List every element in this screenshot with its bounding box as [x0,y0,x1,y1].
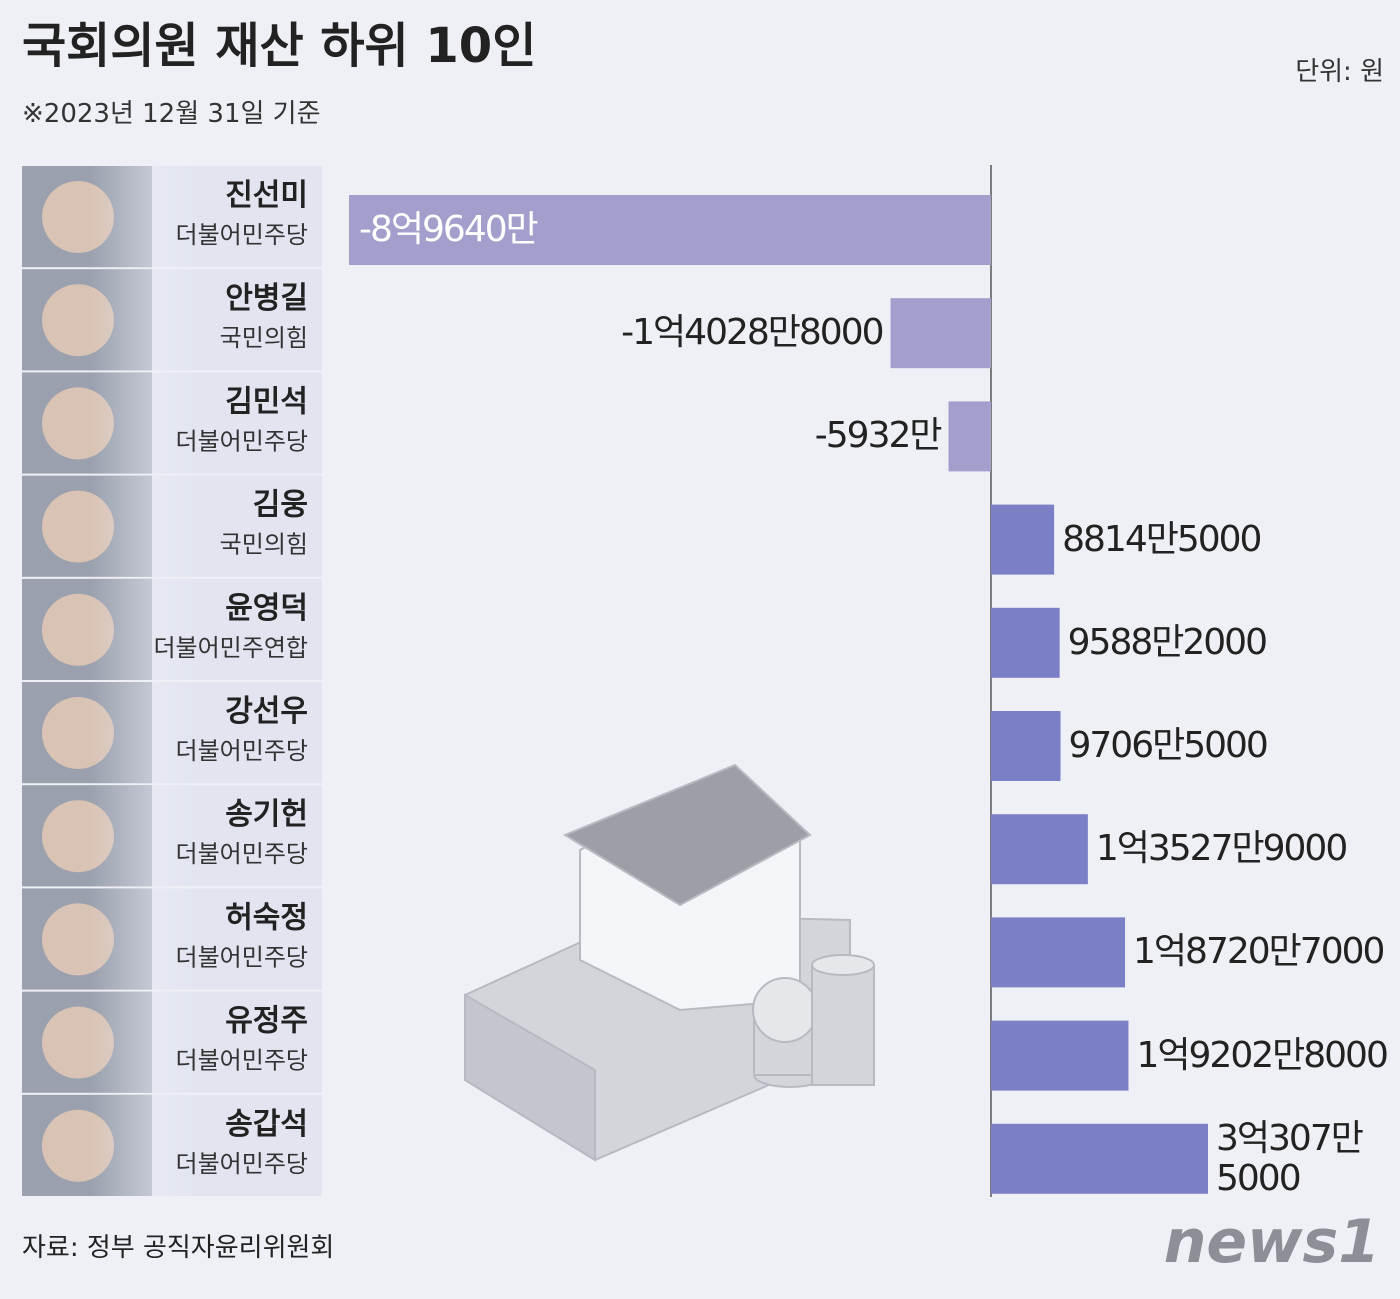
bar [991,1020,1129,1091]
party: 더불어민주당 [176,737,308,765]
value-label: 9588만2000 [1067,621,1268,663]
name-panel [90,166,322,268]
name: 송기헌 [225,797,308,832]
name: 김웅 [253,488,308,523]
name-panel [90,372,322,474]
party: 더불어민주당 [176,1047,308,1075]
bar [991,814,1088,885]
value-label: 1억8720만7000 [1133,931,1385,973]
name: 송갑석 [225,1107,308,1142]
party: 더불어민주연합 [153,634,308,662]
party: 국민의힘 [220,531,308,559]
name-panel [90,475,322,577]
name-panel [90,682,322,784]
bar [991,711,1061,781]
chart-title: 국회의원 재산 하위 10인 [22,18,536,74]
bar [890,298,991,369]
value-label: -5932만 [814,415,943,457]
bar [991,917,1126,988]
name: 유정주 [225,1004,308,1039]
party: 더불어민주당 [176,840,308,868]
name: 강선우 [225,694,308,729]
party: 국민의힘 [220,324,308,352]
name-panel [90,578,322,680]
bar [948,401,991,472]
value-label: -1억4028만8000 [621,312,884,354]
party: 더불어민주당 [176,221,308,249]
name: 안병길 [225,281,308,316]
name: 허숙정 [225,900,308,935]
logo: news1 [1164,1207,1380,1277]
party: 더불어민주당 [176,943,308,971]
name: 진선미 [225,178,308,213]
value-label: 1억9202만8000 [1136,1034,1388,1076]
name-panel [90,785,322,887]
party: 더불어민주당 [176,1150,308,1178]
bar [991,1123,1208,1194]
name-panel [90,269,322,371]
bar [349,195,991,265]
value-label: 9706만5000 [1068,725,1268,766]
unit-label: 단위: 원 [1295,57,1384,87]
bar [991,504,1055,575]
value-label: 8814만5000 [1062,518,1262,560]
name-panel [90,991,322,1093]
source: 자료: 정부 공직자윤리위원회 [22,1233,334,1263]
value-label: 3억307만5000 [1216,1117,1364,1199]
illustration [464,763,875,1162]
chart-subtitle: ※2023년 12월 31일 기준 [22,99,321,129]
rows: 진선미더불어민주당안병길국민의힘김민석더불어민주당김웅국민의힘윤영덕더불어민주연… [22,166,1208,1196]
name-panel [90,888,322,990]
bar [991,607,1060,678]
name-panel [90,1094,322,1196]
value-label: 1억3527만9000 [1095,828,1348,870]
name: 김민석 [225,384,308,419]
name: 윤영덕 [225,591,308,626]
value-label: -8억9640만 [359,209,539,250]
party: 더불어민주당 [176,427,308,455]
